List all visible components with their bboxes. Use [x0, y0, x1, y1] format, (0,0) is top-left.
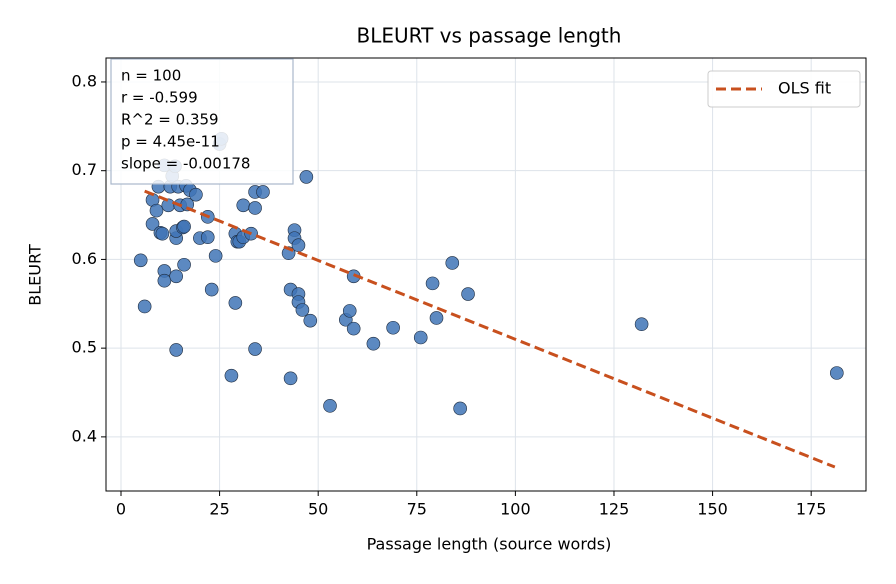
scatter-point	[248, 201, 262, 215]
stats-box	[110, 58, 294, 185]
scatter-point	[133, 253, 148, 268]
scatter-point	[145, 217, 160, 231]
x-tick-label: 100	[500, 500, 531, 519]
x-tick-label: 125	[599, 500, 630, 519]
scatter-point	[386, 320, 400, 335]
plot-frame	[105, 57, 867, 492]
scatter-point	[342, 304, 357, 318]
scatter-point	[177, 257, 191, 272]
x-tick-label: 0	[116, 500, 126, 519]
x-tick-label: 50	[308, 500, 328, 519]
y-axis-label: BLEURT	[26, 244, 45, 306]
scatter-point	[236, 198, 251, 213]
scatter-point	[161, 198, 176, 213]
scatter-point	[224, 368, 239, 383]
scatter-point	[248, 342, 262, 356]
scatter-point	[429, 311, 444, 325]
scatter-point	[283, 371, 298, 386]
scatter-point	[413, 330, 428, 345]
x-tick-label: 150	[697, 500, 728, 519]
stats-line: R^2 = 0.359	[121, 111, 219, 129]
scatter-point	[189, 187, 203, 202]
x-tick-label: 25	[209, 500, 229, 519]
scatter-point	[177, 219, 191, 234]
scatter-point	[155, 226, 170, 241]
scatter-point	[169, 269, 184, 284]
scatter-point	[453, 401, 467, 416]
scatter-point	[366, 336, 381, 351]
chart-title: BLEURT vs passage length	[357, 24, 622, 48]
x-tick-label: 175	[796, 500, 827, 519]
scatter-point	[208, 249, 223, 263]
scatter-point	[204, 282, 219, 297]
scatter-point	[200, 230, 215, 245]
scatter-point	[634, 317, 649, 331]
fit-line	[144, 189, 836, 469]
legend-label: OLS fit	[778, 79, 831, 98]
scatter-point	[303, 313, 318, 328]
x-tick-label: 75	[407, 500, 427, 519]
stats-line: r = -0.599	[121, 89, 198, 107]
y-tick-label: 0.8	[72, 71, 97, 90]
scatter-point	[157, 273, 172, 288]
scatter-point	[830, 366, 844, 380]
y-tick-label: 0.7	[72, 160, 97, 179]
stats-line: slope = -0.00178	[121, 155, 250, 173]
legend-box	[707, 70, 861, 108]
scatter-point	[256, 185, 270, 199]
scatter-point	[137, 299, 152, 314]
scatter-point	[425, 276, 440, 291]
scatter-point	[299, 170, 314, 184]
scatter-point	[291, 238, 306, 253]
scatter-point	[295, 303, 310, 317]
stats-line: n = 100	[121, 67, 181, 85]
x-axis-label: Passage length (source words)	[367, 535, 612, 554]
y-tick-label: 0.6	[72, 249, 97, 268]
scatter-point	[149, 203, 164, 218]
scatter-point	[323, 399, 337, 413]
scatter-point	[461, 287, 475, 301]
y-tick-label: 0.4	[72, 426, 97, 445]
y-tick-label: 0.5	[72, 338, 97, 357]
scatter-point	[346, 321, 361, 336]
scatter-point	[228, 296, 243, 310]
scatter-point	[169, 343, 184, 357]
scatter-point	[445, 256, 460, 270]
stats-line: p = 4.45e-11	[121, 133, 220, 151]
